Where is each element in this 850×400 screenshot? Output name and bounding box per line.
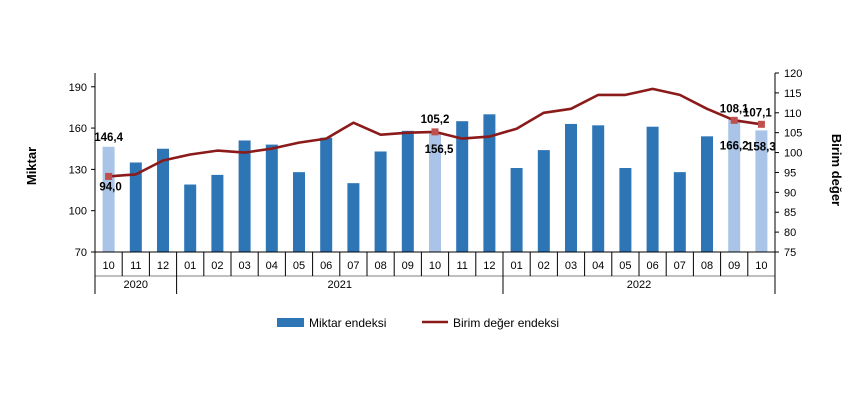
data-label-1: 94,0 [99,181,121,193]
y-left-tick-label-0: 70 [75,247,87,259]
data-label-7: 158,3 [747,141,776,153]
x-tick-label-3: 01 [184,260,196,272]
y-right-tick-label-8: 115 [784,88,802,100]
bar-miktar-20 [646,126,659,252]
marker-birim-24 [757,120,765,128]
y-left-tick-label-2: 130 [69,164,87,176]
x-tick-label-10: 08 [374,260,386,272]
x-tick-label-23: 09 [728,260,740,272]
x-tick-label-18: 04 [592,260,604,272]
x-tick-label-17: 03 [565,260,577,272]
bar-miktar-17 [565,123,577,252]
bar-miktar-2 [157,148,169,252]
year-label-2020: 2020 [124,279,148,291]
labels-layer: 146,4 94,0 105,2 156,5 108,1 166,2 107,1 158,3 [94,103,776,193]
bar-miktar-14 [483,114,496,252]
x-tick-label-19: 05 [619,260,631,272]
bar-miktar-18 [592,125,605,252]
axes-layer: 7010013016019075808590951001051101151201… [69,68,802,294]
x-tick-label-14: 12 [483,260,495,272]
y-left-tick-label-1: 100 [69,206,87,218]
x-tick-label-13: 11 [456,260,467,272]
data-label-6: 107,1 [743,107,772,119]
bar-miktar-5 [238,140,251,252]
y-right-tick-label-1: 80 [784,227,796,239]
x-tick-label-7: 05 [293,260,305,272]
bar-miktar-21 [673,172,686,252]
legend-bar-swatch [277,318,304,327]
y-right-tick-label-9: 120 [784,68,802,80]
data-label-5: 166,2 [720,141,749,153]
bars-layer [102,114,768,252]
bar-miktar-24 [755,130,768,252]
data-label-4: 108,1 [720,103,749,115]
x-tick-label-2: 12 [157,260,169,272]
y-axis-left-title: Miktar [24,147,39,185]
x-tick-label-15: 01 [510,260,522,272]
bar-miktar-12 [429,132,441,252]
x-tick-label-4: 02 [211,260,223,272]
y-right-tick-label-6: 105 [784,128,802,140]
legend: Miktar endeksi Birim değer endeksi [277,316,559,330]
marker-birim-0 [105,172,113,180]
legend-label-miktar: Miktar endeksi [309,316,386,330]
x-tick-label-22: 08 [701,260,713,272]
bar-miktar-19 [619,168,632,252]
bar-miktar-7 [293,172,305,252]
x-tick-label-1: 11 [130,260,141,272]
y-right-tick-label-3: 90 [784,187,796,199]
x-tick-label-24: 10 [755,260,767,272]
bar-miktar-6 [265,144,278,252]
bar-miktar-4 [211,174,224,252]
x-tick-label-16: 02 [538,260,550,272]
bar-miktar-13 [456,121,469,252]
bar-miktar-16 [537,150,550,252]
y-axis-right-title: Birim değer [829,134,844,206]
year-label-2022: 2022 [627,279,651,291]
marker-birim-12 [431,128,439,136]
bar-miktar-8 [320,137,333,252]
data-label-3: 156,5 [425,144,454,156]
x-tick-label-21: 07 [674,260,686,272]
x-tick-label-9: 07 [347,260,359,272]
y-right-tick-label-0: 75 [784,247,796,259]
bar-miktar-23 [728,119,741,252]
data-label-0: 146,4 [94,132,123,144]
bar-miktar-9 [347,183,360,252]
x-tick-label-0: 10 [102,260,114,272]
y-right-tick-label-7: 110 [784,108,802,120]
x-tick-label-5: 03 [238,260,250,272]
x-tick-label-8: 06 [320,260,332,272]
y-right-tick-label-5: 100 [784,148,802,160]
y-left-tick-label-3: 160 [69,123,87,135]
bar-miktar-0 [102,146,115,252]
bar-miktar-15 [510,168,523,252]
y-right-tick-label-4: 95 [784,167,796,179]
x-tick-label-12: 10 [429,260,441,272]
x-tick-label-6: 04 [266,260,278,272]
legend-label-birim: Birim değer endeksi [453,316,559,330]
x-tick-label-11: 09 [402,260,414,272]
bar-miktar-11 [401,130,414,252]
marker-birim-23 [730,116,738,124]
bar-miktar-10 [374,151,387,252]
bar-miktar-22 [701,136,713,252]
x-tick-label-20: 06 [646,260,658,272]
year-label-2021: 2021 [328,279,352,291]
bar-miktar-1 [129,162,142,252]
y-right-tick-label-2: 85 [784,207,796,219]
data-label-2: 105,2 [421,114,450,126]
bar-miktar-3 [184,184,197,252]
y-left-tick-label-4: 190 [69,82,87,94]
line-layer [105,87,765,180]
